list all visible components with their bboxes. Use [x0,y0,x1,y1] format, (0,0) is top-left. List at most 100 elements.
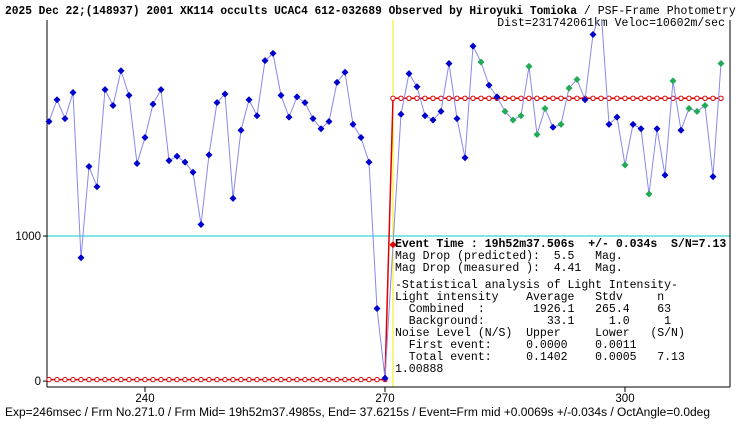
y-tick-label: 0 [35,376,41,388]
model-point [158,376,164,383]
model-point [278,376,284,383]
model-point [654,95,660,102]
data-point [101,86,109,94]
data-point [301,99,309,107]
event-heading: Event Time : 19h52m37.506s +/- 0.034s S/… [395,238,726,251]
data-point [237,126,245,134]
data-point [149,100,157,108]
annotation-line: Noise Level (N/S) Upper Lower (S/N) [395,327,685,340]
data-point [677,126,685,134]
data-point [77,254,85,262]
data-point [53,96,61,104]
model-point [462,95,468,102]
data-point [69,89,77,97]
data-point [469,42,477,50]
data-point [309,115,317,123]
model-point [502,95,508,102]
model-point [54,376,60,383]
data-point [45,118,53,126]
data-point [349,120,357,128]
model-point [294,376,300,383]
data-point [125,91,133,99]
data-point [541,104,549,112]
model-point [318,376,324,383]
model-point [182,376,188,383]
model-point [662,95,668,102]
model-point [78,376,84,383]
model-point [222,376,228,383]
annotation-line: Combined : 1926.1 265.4 63 [395,303,671,316]
data-point [189,168,197,176]
data-point [117,67,125,75]
data-point [669,77,677,85]
data-point [373,305,381,313]
annotation-line: Light intensity Average Stdv n [395,291,664,304]
model-point [190,376,196,383]
data-point [245,96,253,104]
model-point [118,376,124,383]
data-point [525,62,533,70]
model-point [470,95,476,102]
data-point [693,107,701,115]
model-point [406,95,412,102]
model-point [478,95,484,102]
annotation-line: -Statistical analysis of Light Intensity… [395,279,678,292]
model-point [454,95,460,102]
x-tick-label: 300 [615,393,634,405]
model-point [134,376,140,383]
data-point [549,123,557,131]
data-point [293,93,301,101]
model-point [510,95,516,102]
data-point [645,190,653,198]
model-point [574,95,580,102]
model-point [246,376,252,383]
model-point [398,95,404,102]
model-point [310,376,316,383]
data-point [173,152,181,160]
model-point [230,376,236,383]
annotation-line: Mag Drop (measured ): 4.41 Mag. [395,262,623,275]
data-point [157,86,165,94]
model-point [286,376,292,383]
data-point [277,91,285,99]
model-point [534,95,540,102]
data-point [61,115,69,123]
data-point [717,60,725,68]
data-point [389,241,397,249]
model-point [630,95,636,102]
model-point [302,376,308,383]
data-point [661,171,669,179]
annotation-line: First event: 0.0000 0.0011 [395,339,637,352]
data-point [517,112,525,120]
model-point [646,95,652,102]
model-point [414,95,420,102]
data-point [269,49,277,57]
model-point [262,376,268,383]
data-point [685,104,693,112]
data-point [613,113,621,121]
model-point [94,376,100,383]
data-point [573,75,581,83]
data-point [397,110,405,118]
chart-subtitle: / PSF-Frame Photometry / [577,5,740,18]
data-point [141,133,149,141]
model-point [374,376,380,383]
model-point [390,95,396,102]
data-point [165,157,173,165]
data-point [589,31,597,39]
model-point [702,95,708,102]
data-point [477,58,485,66]
model-point [622,95,628,102]
model-point [110,376,116,383]
model-point [214,376,220,383]
data-point [445,60,453,68]
data-point [253,112,261,120]
model-point [486,95,492,102]
data-point [485,81,493,89]
model-point [710,95,716,102]
data-point [341,68,349,76]
data-point [453,115,461,123]
model-point [598,95,604,102]
model-point [430,95,436,102]
